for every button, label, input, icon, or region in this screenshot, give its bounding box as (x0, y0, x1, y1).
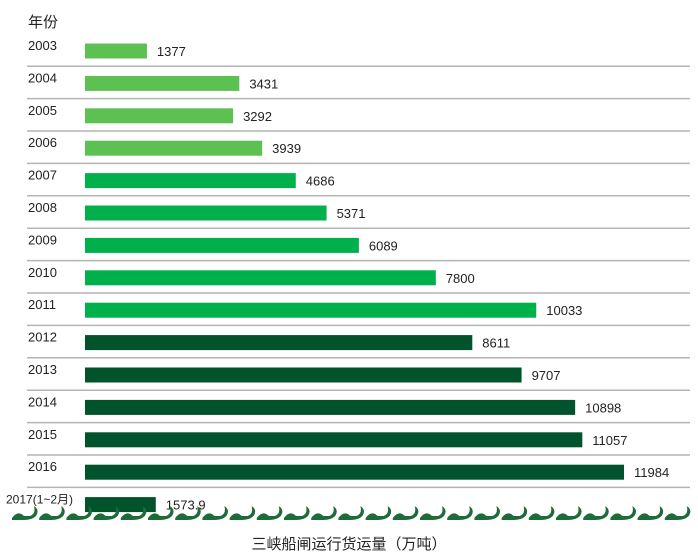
value-label: 5371 (337, 206, 366, 221)
wave-icon (447, 506, 473, 520)
bar (85, 464, 624, 480)
wave-icon (311, 506, 337, 520)
wave-icon (229, 506, 256, 520)
wave-icon (392, 506, 419, 520)
wave-icon (365, 506, 392, 520)
wave-icon (610, 506, 636, 520)
value-label: 3939 (272, 141, 301, 156)
bar (85, 432, 583, 448)
category-label: 2014 (28, 394, 57, 409)
wave-icon (583, 506, 609, 520)
category-label: 2012 (28, 330, 57, 345)
value-label: 1377 (157, 44, 186, 59)
category-label: 2007 (28, 168, 57, 183)
category-label: 2017(1~2月) (6, 493, 73, 507)
value-label: 7800 (446, 271, 475, 286)
value-label: 1573.9 (166, 498, 206, 513)
value-label: 11984 (634, 465, 669, 480)
wave-icon (284, 506, 310, 520)
bar (85, 205, 327, 221)
value-label: 10898 (585, 400, 621, 415)
value-label: 8611 (482, 336, 510, 351)
wave-icon (93, 506, 120, 520)
value-label: 10033 (546, 303, 582, 318)
value-label: 3292 (243, 109, 272, 124)
wave-icon (420, 506, 446, 520)
value-label: 9707 (532, 368, 561, 383)
wave-icon (175, 506, 201, 520)
bar (85, 237, 359, 253)
wave-icon (12, 506, 38, 520)
category-label: 2009 (28, 232, 57, 247)
bar (85, 173, 296, 189)
category-label: 2015 (28, 427, 57, 442)
category-label: 2010 (28, 265, 57, 280)
wave-icon (528, 506, 555, 520)
bar (85, 497, 156, 513)
bar (85, 399, 576, 415)
category-label: 2004 (28, 70, 57, 85)
wave-icon (148, 506, 174, 520)
value-label: 3431 (249, 76, 278, 91)
value-label: 4686 (306, 174, 335, 189)
bar (85, 270, 436, 286)
category-label: 2008 (28, 200, 57, 215)
category-label: 2006 (28, 135, 57, 150)
bar (85, 335, 473, 351)
bar (85, 108, 234, 124)
bar (85, 75, 240, 91)
wave-icon (637, 506, 664, 520)
bar (85, 140, 263, 156)
wave-icon (120, 506, 147, 520)
wave-icon (501, 506, 528, 520)
wave-icon (664, 506, 691, 520)
wave-icon (202, 506, 228, 520)
chart-title: 三峡船闸运行货运量（万吨） (251, 536, 446, 553)
category-label: 2013 (28, 362, 57, 377)
wave-icon (474, 506, 500, 520)
bar (85, 302, 537, 318)
category-label: 2011 (28, 297, 56, 312)
bar (85, 367, 522, 383)
wave-icon (39, 506, 65, 520)
bar (85, 43, 147, 59)
y-axis-label: 年份 (28, 14, 58, 31)
value-label: 11057 (592, 433, 627, 448)
wave-decoration (12, 506, 691, 520)
wave-icon (338, 506, 364, 520)
value-label: 6089 (369, 238, 398, 253)
wave-icon (556, 506, 582, 520)
category-label: 2005 (28, 103, 57, 118)
category-label: 2016 (28, 459, 57, 474)
wave-icon (66, 506, 92, 520)
category-label: 2003 (28, 38, 57, 53)
wave-icon (256, 506, 283, 520)
